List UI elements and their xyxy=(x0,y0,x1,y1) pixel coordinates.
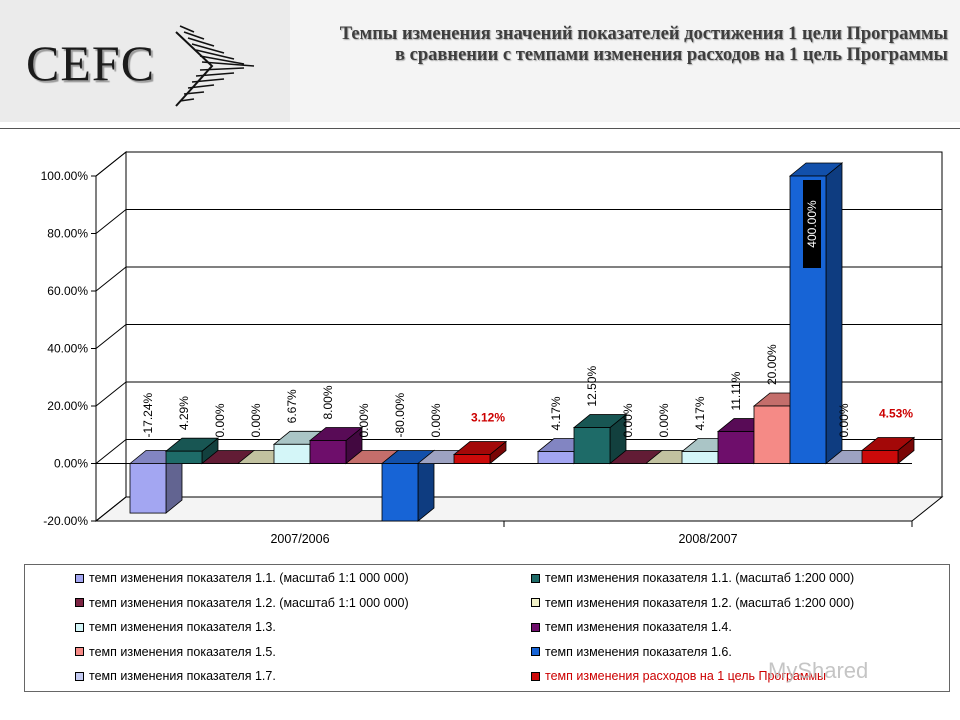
legend-label: темп изменения показателя 1.2. (масштаб … xyxy=(545,595,855,610)
data-label: 8.00% xyxy=(321,385,335,419)
data-label: 6.67% xyxy=(285,389,299,423)
gridline-diagonal xyxy=(95,151,127,177)
gridline-diagonal xyxy=(95,209,127,234)
header-divider xyxy=(0,128,960,129)
legend-item: темп изменения показателя 1.3. xyxy=(75,619,276,635)
watermark-text: MyShared xyxy=(768,658,869,683)
legend-item: темп изменения показателя 1.2. (масштаб … xyxy=(75,595,409,611)
legend-item: темп изменения показателя 1.5. xyxy=(75,644,276,660)
legend-swatch xyxy=(531,573,540,583)
legend-item: темп изменения показателя 1.1. (масштаб … xyxy=(531,570,854,586)
legend-label: темп изменения расходов на 1 цель Програ… xyxy=(545,669,827,683)
cefc-logo: CEFC xyxy=(26,35,156,91)
data-label: 20.00% xyxy=(765,344,779,385)
y-tick-label: 80.00% xyxy=(47,227,88,241)
legend-item: темп изменения показателя 1.1. (масштаб … xyxy=(75,570,409,586)
data-label: -17.24% xyxy=(141,392,155,437)
legend-label: темп изменения показателя 1.6. xyxy=(545,644,732,659)
bar xyxy=(573,427,611,464)
data-label: 11.11% xyxy=(729,371,743,410)
logo-panel: CEFC xyxy=(0,0,290,122)
y-tick-label: 60.00% xyxy=(47,284,88,298)
bar xyxy=(309,440,347,464)
legend-swatch xyxy=(531,622,540,632)
legend-item: темп изменения показателя 1.7. xyxy=(75,668,276,684)
data-label: 0.00% xyxy=(357,403,371,437)
legend-label: темп изменения показателя 1.1. (масштаб … xyxy=(545,571,855,585)
legend-swatch xyxy=(75,622,84,632)
bar-chart: 100.00% 80.00% 60.00% 40.00% 20.00% 0.00% -20.… xyxy=(41,150,944,546)
gridline-diagonal xyxy=(95,381,127,407)
x-category-label: 2007/2006 xyxy=(270,532,329,546)
gridline-diagonal xyxy=(95,439,127,464)
legend-label: темп изменения показателя 1.3. xyxy=(89,620,276,634)
gridline-diagonal xyxy=(95,496,127,522)
gridline-diagonal xyxy=(95,324,127,349)
legend-label: темп изменения показателя 1.2. (масштаб … xyxy=(89,595,409,610)
legend-item: темп изменения расходов на 1 цель Програ… xyxy=(531,668,826,684)
data-label: 0.00% xyxy=(213,403,227,437)
bar xyxy=(537,451,575,464)
legend-label: темп изменения показателя 1.7. xyxy=(89,669,276,683)
x-category-label: 2008/2007 xyxy=(678,532,737,546)
data-label: 3.12% xyxy=(471,411,505,425)
logo-chevron-icon xyxy=(175,25,255,107)
legend-swatch xyxy=(75,598,84,607)
y-tick-label: 100.00% xyxy=(41,169,89,183)
legend-swatch xyxy=(75,671,84,681)
bar xyxy=(453,454,491,464)
floor xyxy=(94,496,944,522)
y-tick-label: 20.00% xyxy=(47,399,88,413)
legend-swatch xyxy=(531,647,540,656)
legend-label: темп изменения показателя 1.5. xyxy=(89,644,276,659)
legend-label: темп изменения показателя 1.1. (масштаб … xyxy=(89,571,409,585)
bar xyxy=(681,451,719,464)
legend-item: темп изменения показателя 1.6. xyxy=(531,644,732,660)
legend-swatch xyxy=(75,647,84,656)
bar xyxy=(165,450,203,464)
gridline-diagonal xyxy=(95,266,127,292)
legend-item: темп изменения показателя 1.4. xyxy=(531,619,732,635)
bar xyxy=(381,463,419,522)
bar xyxy=(273,443,311,464)
data-label: 400.00% xyxy=(805,200,819,248)
legend-swatch xyxy=(531,671,540,681)
data-label: 12.50% xyxy=(585,366,599,407)
data-label: 0.00% xyxy=(249,403,263,437)
y-tick-label: -20.00% xyxy=(43,514,88,528)
bar xyxy=(129,463,167,514)
y-tick-label: 0.00% xyxy=(54,457,88,471)
legend-item: темп изменения показателя 1.2. (масштаб … xyxy=(531,595,854,611)
data-label: 4.17% xyxy=(549,396,563,430)
legend-label: темп изменения показателя 1.4. xyxy=(545,620,732,634)
data-label-box xyxy=(803,180,821,268)
bar xyxy=(717,431,755,464)
data-label: 4.53% xyxy=(879,406,913,420)
page-title: Темпы изменения значений показателей дос… xyxy=(339,24,948,65)
bar xyxy=(753,405,791,464)
data-label: 0.00% xyxy=(657,403,671,437)
legend-swatch xyxy=(75,573,84,583)
data-label: 0.00% xyxy=(837,403,851,437)
bar xyxy=(861,450,899,464)
data-label: -80.00% xyxy=(393,392,407,437)
y-tick-label: 40.00% xyxy=(47,342,88,356)
chart-legend: темп изменения показателя 1.1. (масштаб … xyxy=(24,564,950,692)
data-label: 0.00% xyxy=(621,403,635,437)
legend-swatch xyxy=(531,598,540,607)
data-label: 0.00% xyxy=(429,403,443,437)
data-label: 4.29% xyxy=(177,396,191,430)
data-label: 4.17% xyxy=(693,396,707,430)
